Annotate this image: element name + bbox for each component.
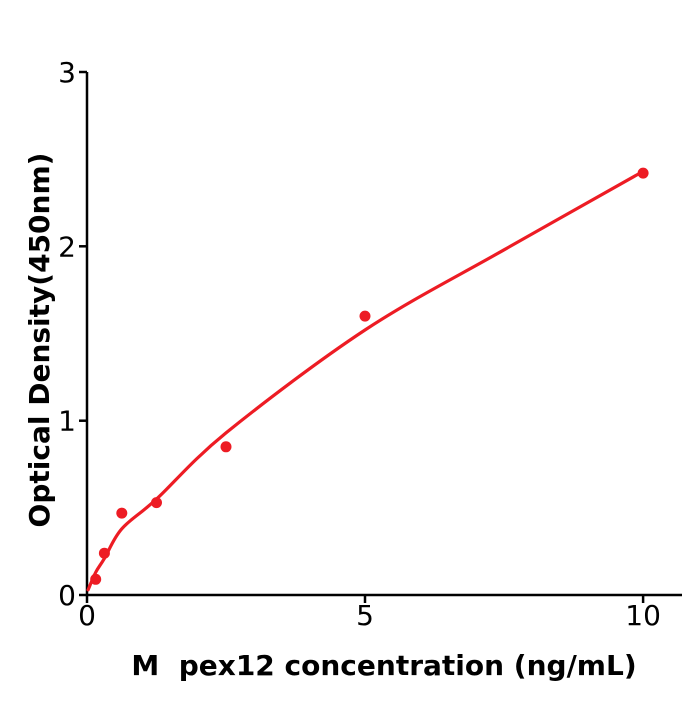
fit-curve: [86, 169, 645, 592]
y-tick-label: 1: [58, 405, 76, 438]
y-tick-label: 2: [58, 230, 76, 263]
tick-labels: 0 5 10 0 1 2 3: [58, 56, 661, 632]
x-tick-label: 10: [625, 599, 661, 632]
data-point: [116, 507, 128, 519]
data-point: [98, 547, 110, 559]
y-axis-title: Optical Density(450nm): [23, 153, 56, 528]
data-point: [90, 573, 102, 585]
data-points: [90, 167, 649, 585]
data-point: [220, 441, 232, 453]
x-tick-label: 0: [78, 599, 96, 632]
data-point: [637, 167, 649, 179]
x-tick-label: 5: [356, 599, 374, 632]
x-axis-title: M pex12 concentration (ng/mL): [131, 649, 636, 682]
data-point: [359, 310, 371, 322]
fit-curves: [86, 169, 645, 592]
axis-spines: [85, 72, 682, 597]
axis-ticks: [79, 70, 645, 603]
y-tick-label: 0: [58, 579, 76, 612]
axes: [85, 72, 682, 597]
y-tick-label: 3: [58, 56, 76, 89]
data-point: [151, 497, 162, 509]
